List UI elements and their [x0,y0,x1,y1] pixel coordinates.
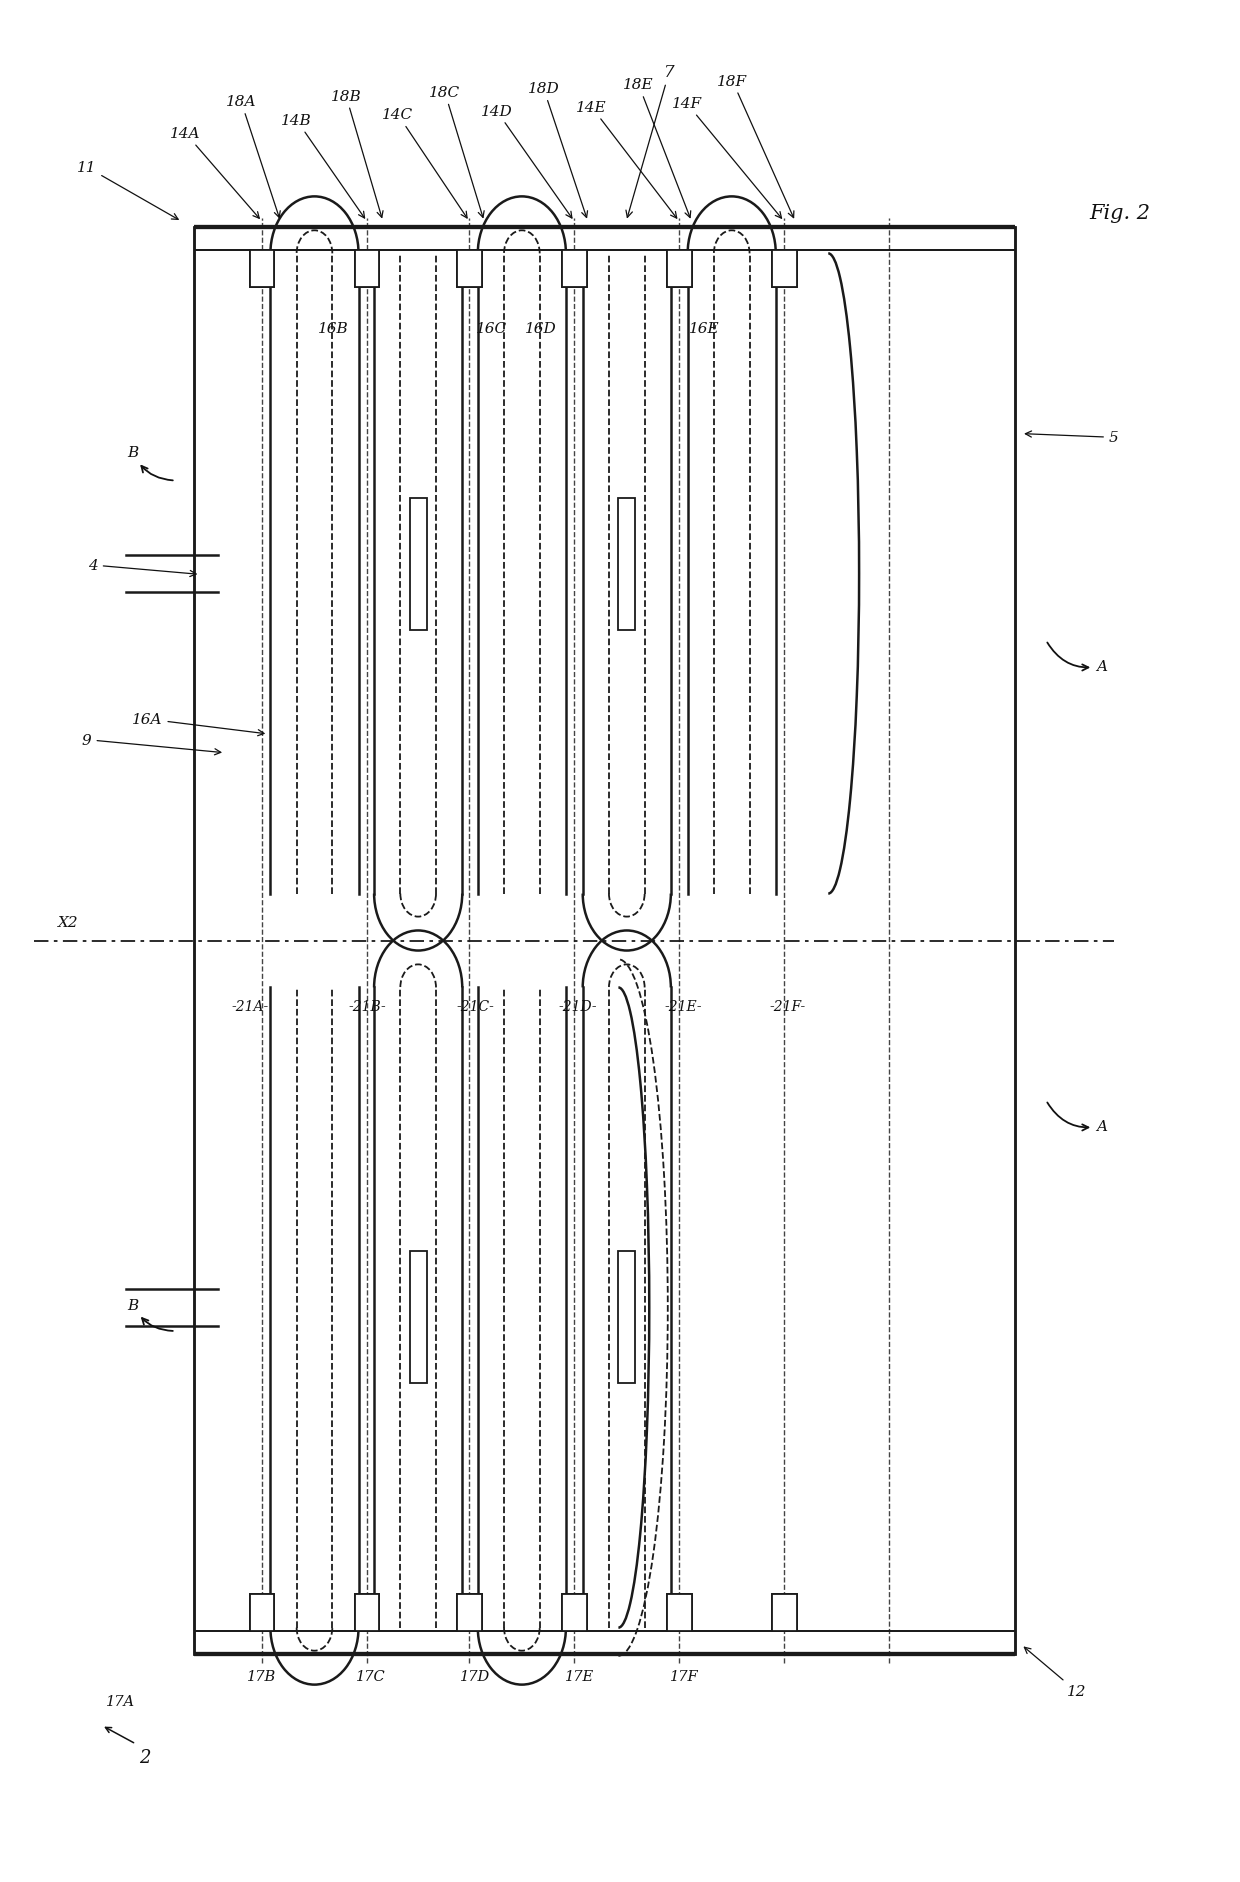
Bar [619,1252,635,1383]
Bar [249,1594,274,1632]
Text: 14D: 14D [481,105,572,218]
Bar [409,499,427,630]
Bar [619,499,635,630]
Bar [458,250,482,288]
Bar [458,1594,482,1632]
Text: A: A [1048,644,1107,674]
Bar [458,1594,482,1632]
Bar [249,250,274,288]
Text: 16B: 16B [317,322,348,337]
Text: -21B-: -21B- [348,999,386,1014]
Text: 14F: 14F [672,98,781,218]
Bar [667,250,692,288]
Bar [562,1594,587,1632]
Text: 14A: 14A [170,128,259,218]
Bar [355,1594,379,1632]
Text: -21E-: -21E- [665,999,702,1014]
Text: Fig. 2: Fig. 2 [1090,203,1151,222]
Text: A: A [1048,1103,1107,1133]
Text: 17E: 17E [564,1669,594,1684]
Text: 14B: 14B [281,115,365,218]
Text: 18B: 18B [331,90,383,218]
Text: 5: 5 [1025,431,1118,446]
Text: 9: 9 [82,734,221,755]
Bar [249,1594,274,1632]
Text: 16D: 16D [525,322,557,337]
Text: 14E: 14E [577,102,677,218]
Bar [771,250,796,288]
Text: 18E: 18E [624,79,691,218]
Text: 17F: 17F [670,1669,698,1684]
Text: 17C: 17C [356,1669,386,1684]
Text: -21F-: -21F- [770,999,806,1014]
Bar [771,1594,796,1632]
Text: 11: 11 [77,160,179,220]
Bar [667,1594,692,1632]
Bar [667,1594,692,1632]
Text: 16C: 16C [475,322,507,337]
Bar [355,1594,379,1632]
Text: 16A: 16A [131,713,264,736]
Text: 18C: 18C [429,87,484,218]
Text: 14C: 14C [382,109,467,218]
Text: 18F: 18F [717,75,794,218]
Text: 18A: 18A [226,96,280,218]
Bar [667,250,692,288]
Text: B: B [126,1299,172,1331]
Bar [562,250,587,288]
Bar [562,1594,587,1632]
Text: 2: 2 [139,1748,150,1765]
Text: -21D-: -21D- [559,999,598,1014]
Bar [249,250,274,288]
Bar [409,1252,427,1383]
Text: X2: X2 [58,915,78,930]
Bar [355,250,379,288]
Text: B: B [126,446,172,482]
Text: 17D: 17D [460,1669,491,1684]
Text: 17A: 17A [105,1694,135,1709]
Text: 17B: 17B [248,1669,277,1684]
Bar [562,250,587,288]
Text: 16E: 16E [689,322,720,337]
Text: 18D: 18D [527,83,588,218]
Bar [458,250,482,288]
Bar [771,250,796,288]
Text: -21C-: -21C- [456,999,495,1014]
Text: 7: 7 [626,64,675,218]
Text: 4: 4 [88,559,196,578]
Text: 12: 12 [1024,1647,1086,1699]
Bar [355,250,379,288]
Text: -21A-: -21A- [231,999,268,1014]
Bar [771,1594,796,1632]
